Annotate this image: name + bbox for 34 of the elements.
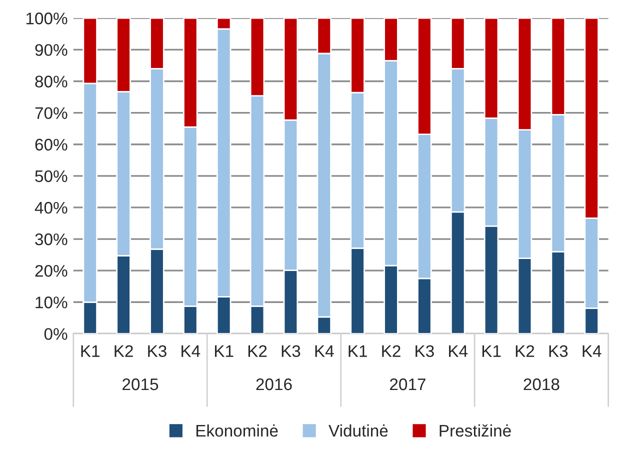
y-tick-label: 10% — [36, 296, 68, 308]
x-tick-label: K1 — [215, 345, 234, 357]
y-tick-label: 60% — [35, 138, 68, 151]
x-tick-label: K1 — [81, 345, 100, 357]
x-tick-label: K1 — [348, 345, 367, 357]
x-tick-label: K2 — [382, 345, 400, 357]
y-tick-label: 20% — [35, 264, 68, 277]
x-tick-label: K3 — [148, 345, 166, 358]
text: 2016 — [256, 378, 292, 390]
x-tick-label: K3 — [416, 345, 434, 358]
y-tick-label: 90% — [35, 44, 68, 56]
x-tick-label: K3 — [282, 345, 300, 358]
legend-label: Ekonominė — [196, 424, 278, 437]
x-tick-label: K1 — [482, 345, 501, 357]
text: 2015 — [122, 378, 158, 390]
x-tick-label: K4 — [449, 345, 468, 357]
y-tick-label: 100% — [26, 12, 68, 24]
y-tick-label: 70% — [35, 107, 68, 120]
text: 2018 — [524, 378, 560, 390]
y-tick-label: 80% — [35, 76, 68, 88]
x-tick-label: K4 — [182, 345, 200, 357]
y-tick-label: 0% — [44, 328, 68, 340]
x-tick-label: K3 — [549, 345, 568, 358]
legend-label: Vidutinė — [328, 424, 388, 437]
x-tick-label: K4 — [582, 345, 602, 357]
text: 2017 — [390, 378, 426, 390]
x-tick-label: K4 — [315, 345, 334, 357]
x-tick-label: K2 — [516, 345, 534, 357]
y-tick-label: 30% — [35, 233, 68, 246]
x-tick-label: K2 — [114, 345, 133, 357]
x-tick-label: K2 — [248, 345, 267, 357]
legend-label: Prestižinė — [440, 424, 511, 437]
y-tick-label: 40% — [34, 202, 68, 214]
y-tick-label: 50% — [35, 170, 68, 182]
